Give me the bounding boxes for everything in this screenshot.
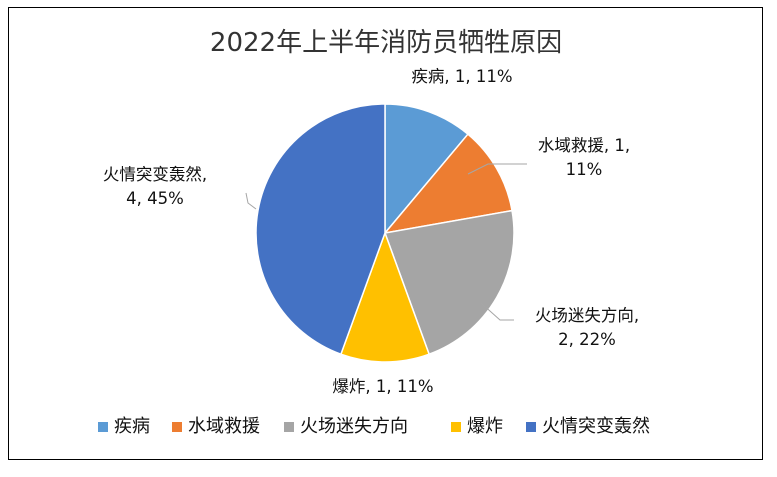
legend-label: 水域救援 [188,416,260,437]
leader-line [480,302,514,321]
pie-slice-flashover [255,103,386,356]
legend: 疾病 水域救援 火场迷失方向 爆炸 火情突变轰然 [98,416,650,437]
legend-label: 火情突变轰然 [542,416,650,437]
legend-swatch [172,422,182,432]
leader-line [245,192,257,210]
legend-swatch [451,422,461,432]
leader-line [467,163,527,175]
data-label-flashover: 火情突变轰然, 4, 45% [103,165,207,208]
data-labels: 疾病, 1, 11% 水域救援, 1, 11% 火场迷失方向, 2, 22% 爆炸, 1,… [103,67,639,396]
legend-item-water-rescue: 水域救援 [172,416,260,437]
legend-swatch [526,422,536,432]
data-label-water-rescue: 水域救援, 1, 11% [538,136,630,179]
data-label-illness: 疾病, 1, 11% [411,67,512,86]
data-label-explosion: 爆炸, 1, 11% [332,377,433,396]
legend-item-illness: 疾病 [98,416,150,437]
legend-label: 爆炸 [467,416,503,437]
legend-item-explosion: 爆炸 [451,416,503,437]
pie-slice-illness [384,103,469,236]
legend-label: 疾病 [114,416,150,437]
data-label-lost-in-fire: 火场迷失方向, 2, 22% [535,306,639,349]
legend-swatch [284,422,294,432]
legend-swatch [98,422,108,432]
pie-slices [255,103,515,363]
pie-slice-lost-in-fire [383,209,515,356]
chart-title: 2022年上半年消防员牺牲原因 [210,28,562,58]
legend-label: 火场迷失方向 [300,416,408,437]
legend-item-flashover: 火情突变轰然 [526,416,650,437]
leader-lines [245,163,527,321]
pie-slice-water-rescue [383,133,513,235]
legend-item-lost-in-fire: 火场迷失方向 [284,416,408,437]
pie-slice-explosion [339,230,431,363]
